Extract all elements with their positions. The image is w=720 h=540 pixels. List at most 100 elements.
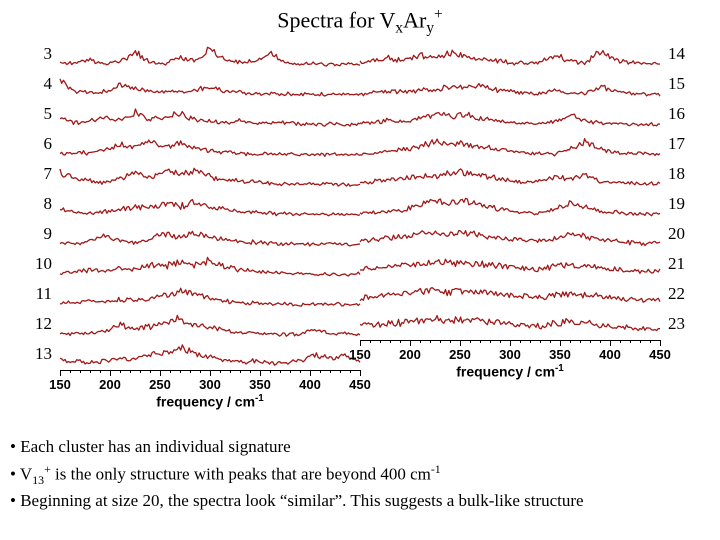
tick-major — [360, 340, 361, 346]
spectrum-trace — [360, 100, 660, 130]
axis-label-right: frequency / cm-1 — [360, 363, 660, 380]
tick-label: 400 — [599, 347, 621, 362]
spectrum-row: 10 — [30, 250, 360, 280]
figure-title: Spectra for VxAry+ — [0, 0, 720, 40]
tick-major — [210, 370, 211, 376]
spectra-stack-left: 345678910111213 — [30, 40, 360, 370]
tick-label: 250 — [449, 347, 471, 362]
x-axis-right: frequency / cm-1 150200250300350400450 — [360, 340, 660, 382]
tick-major — [110, 370, 111, 376]
spectrum-label: 13 — [24, 344, 52, 364]
tick-minor — [400, 340, 401, 343]
tick-minor — [240, 370, 241, 373]
tick-minor — [340, 370, 341, 373]
spectrum-label: 11 — [24, 284, 52, 304]
tick-minor — [280, 370, 281, 373]
title-y: y — [426, 20, 434, 37]
spectrum-label: 4 — [24, 74, 52, 94]
spectrum-trace — [60, 250, 360, 280]
spectrum-row: 7 — [30, 160, 360, 190]
tick-label: 150 — [349, 347, 371, 362]
spectrum-row: 3 — [30, 40, 360, 70]
spectrum-label: 14 — [668, 44, 696, 64]
tick-minor — [130, 370, 131, 373]
spectrum-trace — [360, 160, 660, 190]
spectrum-trace — [60, 280, 360, 310]
spectrum-row: 15 — [360, 70, 690, 100]
title-sup: + — [434, 6, 443, 23]
tick-major — [460, 340, 461, 346]
spectrum-row: 9 — [30, 220, 360, 250]
spectrum-row: 12 — [30, 310, 360, 340]
spectrum-trace — [60, 190, 360, 220]
left-panel: 345678910111213 frequency / cm-1 1502002… — [30, 40, 360, 412]
tick-minor — [600, 340, 601, 343]
tick-minor — [420, 340, 421, 343]
spectrum-trace — [360, 310, 660, 340]
bullet-item: • Each cluster has an individual signatu… — [10, 436, 710, 459]
spectrum-row: 5 — [30, 100, 360, 130]
spectrum-trace — [60, 160, 360, 190]
tick-minor — [620, 340, 621, 343]
title-pre: Spectra for V — [277, 7, 395, 32]
tick-minor — [500, 340, 501, 343]
title-mid: Ar — [403, 7, 426, 32]
tick-major — [510, 340, 511, 346]
spectrum-label: 8 — [24, 194, 52, 214]
tick-minor — [640, 340, 641, 343]
spectra-stack-right: 14151617181920212223 — [360, 40, 690, 340]
tick-minor — [140, 370, 141, 373]
tick-minor — [300, 370, 301, 373]
tick-minor — [70, 370, 71, 373]
spectrum-trace — [360, 130, 660, 160]
tick-label: 350 — [549, 347, 571, 362]
tick-minor — [190, 370, 191, 373]
tick-minor — [540, 340, 541, 343]
tick-minor — [350, 370, 351, 373]
tick-minor — [550, 340, 551, 343]
tick-major — [410, 340, 411, 346]
spectrum-label: 17 — [668, 134, 696, 154]
title-x: x — [395, 20, 403, 37]
tick-minor — [250, 370, 251, 373]
spectra-panels: 345678910111213 frequency / cm-1 1502002… — [0, 40, 720, 412]
spectrum-row: 23 — [360, 310, 690, 340]
tick-minor — [530, 340, 531, 343]
spectrum-row: 21 — [360, 250, 690, 280]
spectrum-trace — [60, 130, 360, 160]
tick-label: 350 — [249, 377, 271, 392]
bullet-list: • Each cluster has an individual signatu… — [0, 412, 720, 513]
tick-minor — [470, 340, 471, 343]
spectrum-label: 23 — [668, 314, 696, 334]
tick-minor — [590, 340, 591, 343]
tick-label: 300 — [199, 377, 221, 392]
tick-minor — [120, 370, 121, 373]
tick-major — [610, 340, 611, 346]
spectrum-row: 18 — [360, 160, 690, 190]
tick-minor — [490, 340, 491, 343]
tick-minor — [380, 340, 381, 343]
tick-minor — [230, 370, 231, 373]
spectrum-row: 11 — [30, 280, 360, 310]
spectrum-row: 14 — [360, 40, 690, 70]
tick-minor — [180, 370, 181, 373]
tick-minor — [520, 340, 521, 343]
axis-label-left: frequency / cm-1 — [60, 393, 360, 410]
spectrum-trace — [60, 340, 360, 370]
tick-minor — [450, 340, 451, 343]
spectrum-label: 9 — [24, 224, 52, 244]
tick-minor — [430, 340, 431, 343]
tick-label: 300 — [499, 347, 521, 362]
right-panel: 14151617181920212223 frequency / cm-1 15… — [360, 40, 690, 412]
tick-label: 450 — [649, 347, 671, 362]
spectrum-row: 16 — [360, 100, 690, 130]
tick-minor — [390, 340, 391, 343]
spectrum-label: 5 — [24, 104, 52, 124]
spectrum-label: 12 — [24, 314, 52, 334]
spectrum-label: 21 — [668, 254, 696, 274]
tick-label: 250 — [149, 377, 171, 392]
spectrum-trace — [60, 70, 360, 100]
spectrum-label: 7 — [24, 164, 52, 184]
spectrum-label: 3 — [24, 44, 52, 64]
tick-minor — [480, 340, 481, 343]
